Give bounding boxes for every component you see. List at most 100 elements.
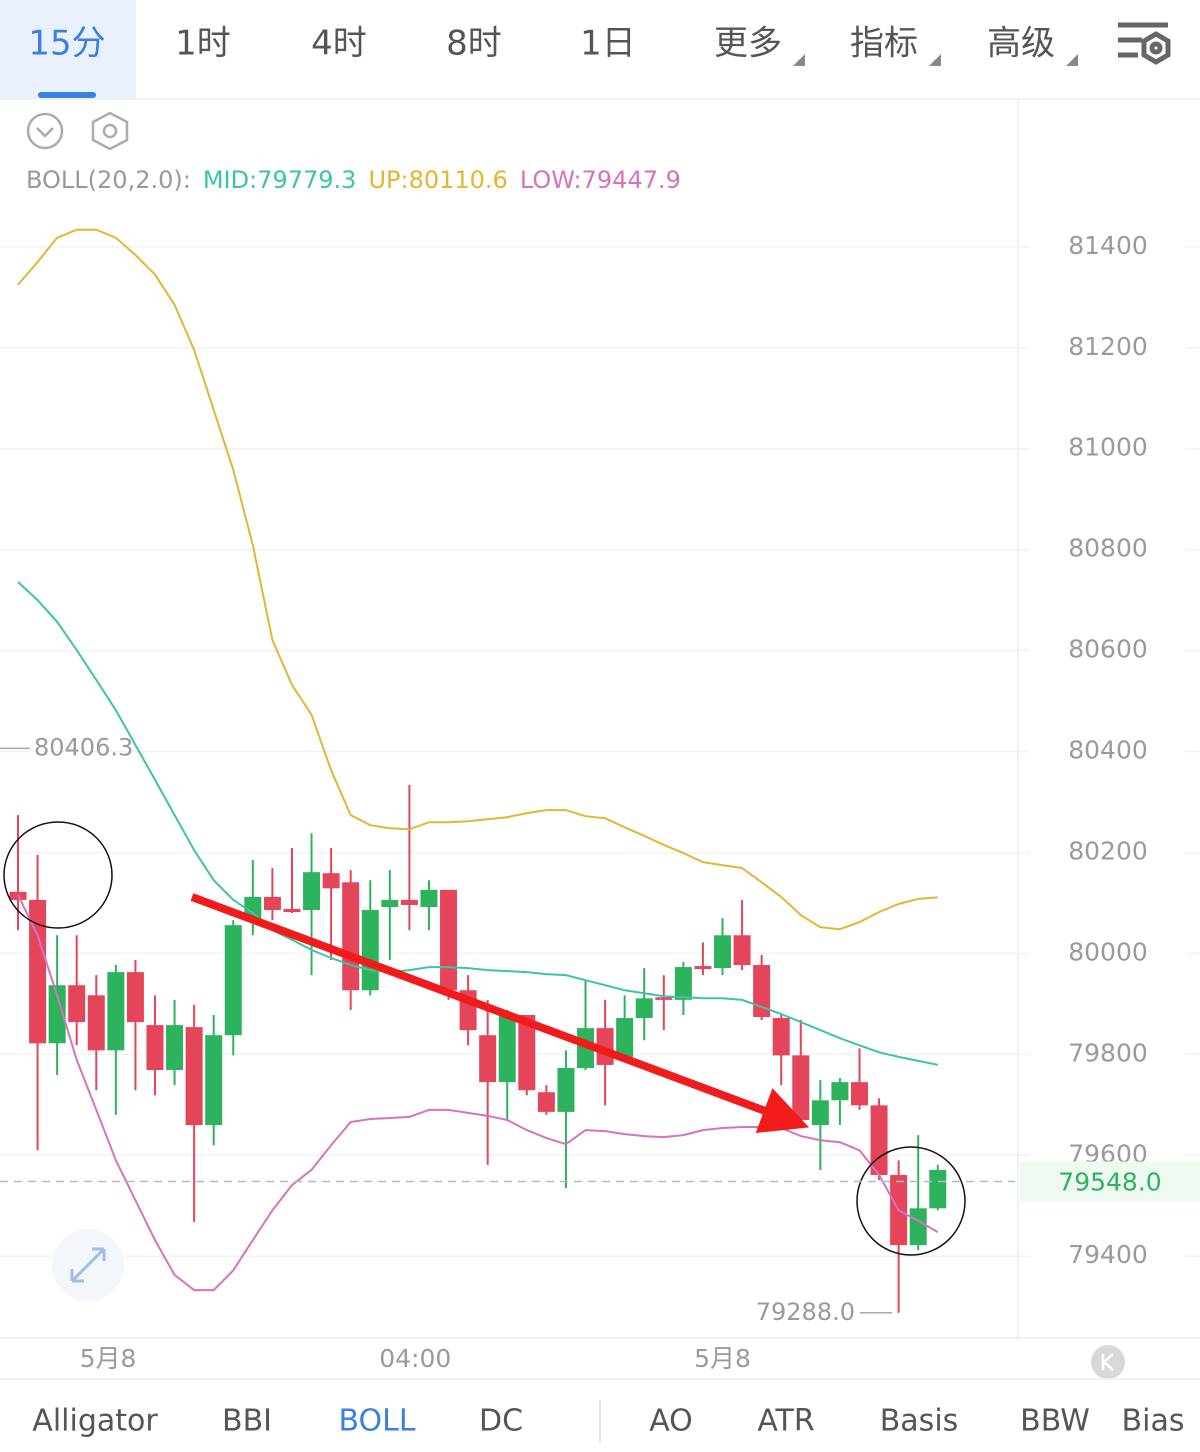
candle-body <box>107 972 125 1051</box>
candle-body <box>870 1105 888 1175</box>
y-tick-label: 80600 <box>1068 635 1148 664</box>
indicator-tab[interactable]: Alligator <box>32 1404 158 1439</box>
indicator-tab[interactable]: Bias <box>1122 1404 1185 1439</box>
candle-body <box>283 909 301 913</box>
y-tick-label: 79400 <box>1068 1240 1148 1269</box>
indicator-tab[interactable]: DC <box>479 1404 523 1439</box>
timeframe-tabs: 15分 1时 4时 8时 1日 更多 指标 高级 <box>0 0 1055 99</box>
indicator-tab[interactable]: AO <box>649 1404 693 1439</box>
candle-body <box>361 910 379 991</box>
timeframe-tab[interactable]: 4时 <box>311 24 367 64</box>
candle-body <box>87 995 105 1051</box>
candle-body <box>342 882 360 991</box>
candle-body <box>772 1018 790 1056</box>
legend-name: MID: <box>203 166 257 194</box>
y-tick-label: 80800 <box>1068 534 1148 563</box>
y-tick-label: 81200 <box>1068 332 1148 361</box>
legend-value: 80110.6 <box>409 166 508 194</box>
indicator-tab[interactable]: ATR <box>757 1404 814 1439</box>
circle-annotation <box>856 1146 966 1256</box>
timeframe-tab[interactable]: 更多 <box>714 24 782 64</box>
y-tick-label: 79800 <box>1068 1038 1148 1067</box>
indicator-tab[interactable]: BOLL <box>338 1404 415 1439</box>
candle-body <box>733 935 751 966</box>
candle-body <box>146 1025 164 1071</box>
y-tick-label: 80400 <box>1068 736 1148 765</box>
legend-name: UP: <box>368 166 408 194</box>
high-marker-label: 80406.3 <box>34 733 133 761</box>
timeframe-tab[interactable]: 15分 <box>28 24 105 64</box>
dropdown-triangles <box>793 54 1078 66</box>
candle-body <box>166 1025 184 1071</box>
candle-body <box>655 997 673 1000</box>
candle-body <box>537 1092 555 1112</box>
x-tick-label: 5月8 <box>694 1344 751 1373</box>
legend-value: 79779.3 <box>257 166 356 194</box>
x-tick-label: 5月8 <box>80 1344 137 1373</box>
low-marker-label: 79288.0 <box>756 1298 855 1326</box>
indicator-tab[interactable]: BBI <box>222 1404 272 1439</box>
candle-body <box>674 967 692 1000</box>
candle-body <box>479 1035 497 1083</box>
candle-body <box>811 1100 829 1126</box>
last-price-box <box>1020 1161 1200 1202</box>
candle-body <box>635 998 653 1019</box>
indicator-tabs: Alligator BBI BOLL DC AO ATR Basis BBW Bias <box>32 1404 1184 1439</box>
candle-body <box>224 925 242 1036</box>
timeframe-tab[interactable]: 1日 <box>580 24 636 64</box>
legend-name: LOW: <box>520 166 582 194</box>
annotations <box>3 821 966 1256</box>
expand-button[interactable] <box>52 1229 124 1301</box>
candle-body <box>557 1067 575 1112</box>
candle-body <box>381 899 399 907</box>
y-tick-label: 81400 <box>1068 231 1148 260</box>
timeframe-tab[interactable]: 高级 <box>987 24 1055 64</box>
candle-body <box>498 1014 516 1083</box>
active-tab-indicator <box>38 92 96 98</box>
candle-body <box>792 1055 810 1120</box>
candle-body <box>753 965 771 1018</box>
candle-body <box>322 873 340 889</box>
candle-body <box>420 889 438 907</box>
x-tick-label: 04:00 <box>379 1344 451 1373</box>
candle-body <box>400 899 418 905</box>
candle-body <box>440 889 458 991</box>
circle-annotation <box>3 821 113 929</box>
candle-body <box>303 872 321 911</box>
candle-body <box>518 1014 536 1091</box>
indicator-tab[interactable]: Basis <box>880 1404 959 1439</box>
candle-body <box>29 899 47 1044</box>
legend-value: 79447.9 <box>582 166 681 194</box>
band-line <box>17 228 938 931</box>
candle-body <box>850 1082 868 1106</box>
candle-body <box>909 1208 927 1246</box>
timeframe-tab[interactable]: 1时 <box>175 24 231 64</box>
active-tab-bg <box>0 0 136 99</box>
candle-body <box>714 935 732 969</box>
candle-body <box>616 1018 634 1057</box>
collapse-icon[interactable] <box>26 112 64 150</box>
chart-settings-icon[interactable] <box>1118 22 1171 65</box>
timeframe-tab[interactable]: 指标 <box>850 24 918 64</box>
candle-body <box>126 972 144 1023</box>
candle-body <box>48 985 66 1044</box>
indicator-settings-icon[interactable] <box>91 111 129 151</box>
y-tick-label: 80200 <box>1068 836 1148 865</box>
trend-arrow <box>190 893 809 1134</box>
candle-body <box>929 1169 947 1209</box>
band-line <box>17 581 938 1066</box>
candle-body <box>205 1035 223 1126</box>
y-tick-label: 80000 <box>1068 937 1148 966</box>
y-tick-label: 81000 <box>1068 433 1148 462</box>
indicator-tab[interactable]: BBW <box>1020 1404 1090 1439</box>
candle-body <box>263 896 281 911</box>
candle-body <box>68 985 86 1023</box>
candle-body <box>185 1027 203 1126</box>
candle-body <box>831 1082 849 1101</box>
k-button[interactable] <box>1091 1345 1125 1379</box>
time-axis: 5月8 04:00 5月8 <box>80 1344 751 1373</box>
timeframe-tab[interactable]: 8时 <box>446 24 502 64</box>
price-axis: 7940079600798008000080200804008060080800… <box>1068 231 1148 1269</box>
